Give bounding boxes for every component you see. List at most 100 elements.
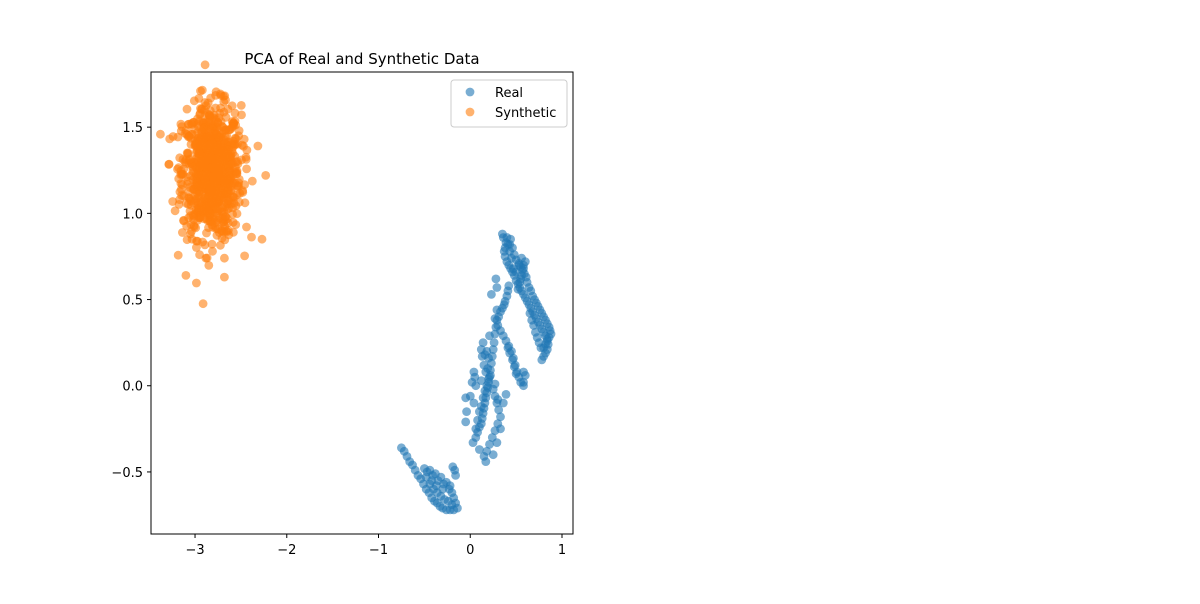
data-point [189, 215, 199, 225]
data-point [204, 131, 214, 141]
data-point [205, 209, 215, 219]
data-point [204, 109, 213, 119]
data-point [485, 331, 494, 341]
data-point [492, 283, 502, 292]
data-point [247, 176, 257, 186]
data-point [219, 219, 229, 229]
data-point [174, 163, 184, 173]
data-point [478, 338, 488, 347]
data-point [448, 462, 458, 472]
y-tick-label: 1.5 [122, 121, 143, 136]
data-point [168, 132, 178, 141]
data-point [181, 271, 191, 280]
data-point [175, 153, 185, 163]
legend: Real Synthetic [450, 79, 568, 128]
x-tick-label: 0 [466, 543, 474, 558]
data-point [447, 500, 457, 510]
data-point [189, 185, 199, 194]
data-point [176, 179, 186, 188]
data-point [483, 364, 493, 373]
data-point [509, 264, 518, 273]
data-point [504, 281, 514, 291]
data-point [537, 355, 547, 365]
data-point [164, 160, 174, 169]
data-point [174, 200, 184, 209]
data-point [476, 402, 486, 411]
data-point [232, 169, 242, 179]
data-point [496, 424, 505, 434]
data-point [200, 240, 210, 250]
data-point [220, 272, 229, 282]
data-point [216, 191, 225, 201]
data-point [494, 405, 504, 415]
data-point [182, 199, 191, 208]
data-point [500, 243, 510, 253]
data-point [196, 86, 205, 96]
data-point [519, 377, 528, 387]
data-point [186, 229, 195, 239]
data-point [200, 60, 210, 70]
data-point [436, 472, 446, 482]
data-point [188, 198, 198, 208]
legend-label: Real [495, 86, 523, 101]
data-point [195, 162, 204, 172]
data-point [496, 412, 505, 422]
data-point [221, 174, 231, 184]
data-point [529, 321, 538, 330]
data-point [219, 97, 229, 107]
data-point [489, 338, 499, 347]
data-point [195, 250, 205, 260]
data-point [199, 214, 209, 224]
legend-marker [465, 107, 475, 117]
data-point [223, 195, 233, 205]
data-point [226, 160, 235, 170]
data-point [198, 299, 208, 309]
legend-label: Synthetic [495, 106, 556, 121]
data-point [175, 187, 185, 197]
data-point [478, 393, 488, 403]
data-point [178, 169, 188, 179]
data-point [490, 379, 500, 389]
data-point [517, 253, 526, 263]
x-tick-label: −3 [185, 543, 204, 558]
data-point [197, 105, 206, 114]
y-tick-label: 1.0 [122, 207, 143, 222]
data-point [200, 174, 209, 183]
data-point [234, 126, 244, 135]
data-point [239, 134, 249, 144]
series-synthetic [156, 60, 271, 309]
data-point [473, 415, 482, 425]
data-point [491, 274, 501, 284]
data-point [208, 246, 217, 256]
chart-title: PCA of Real and Synthetic Data [244, 50, 479, 68]
data-point [241, 155, 251, 164]
data-point [492, 438, 502, 447]
data-point [487, 290, 496, 299]
data-point [253, 141, 263, 151]
data-point [525, 308, 535, 318]
data-point [205, 185, 215, 195]
data-point [192, 278, 201, 288]
data-point [227, 101, 237, 111]
data-point [247, 232, 256, 242]
x-tick-label: −2 [277, 543, 296, 558]
data-point [242, 222, 251, 232]
data-point [207, 220, 217, 230]
data-point [221, 112, 231, 122]
data-point [511, 369, 521, 379]
data-point [194, 94, 204, 103]
data-point [204, 261, 214, 270]
data-point [240, 251, 250, 261]
data-point [480, 350, 490, 360]
data-point [176, 119, 186, 129]
data-point [493, 395, 503, 404]
data-point [178, 228, 187, 237]
axes: −3 −2 −1 0 1 −0.5 0.0 0.5 1.0 1.5 [111, 71, 574, 558]
data-point [230, 108, 240, 118]
data-point [212, 230, 222, 240]
data-point [227, 122, 237, 132]
data-point [490, 314, 500, 323]
data-point [191, 205, 201, 215]
data-point [471, 424, 481, 434]
